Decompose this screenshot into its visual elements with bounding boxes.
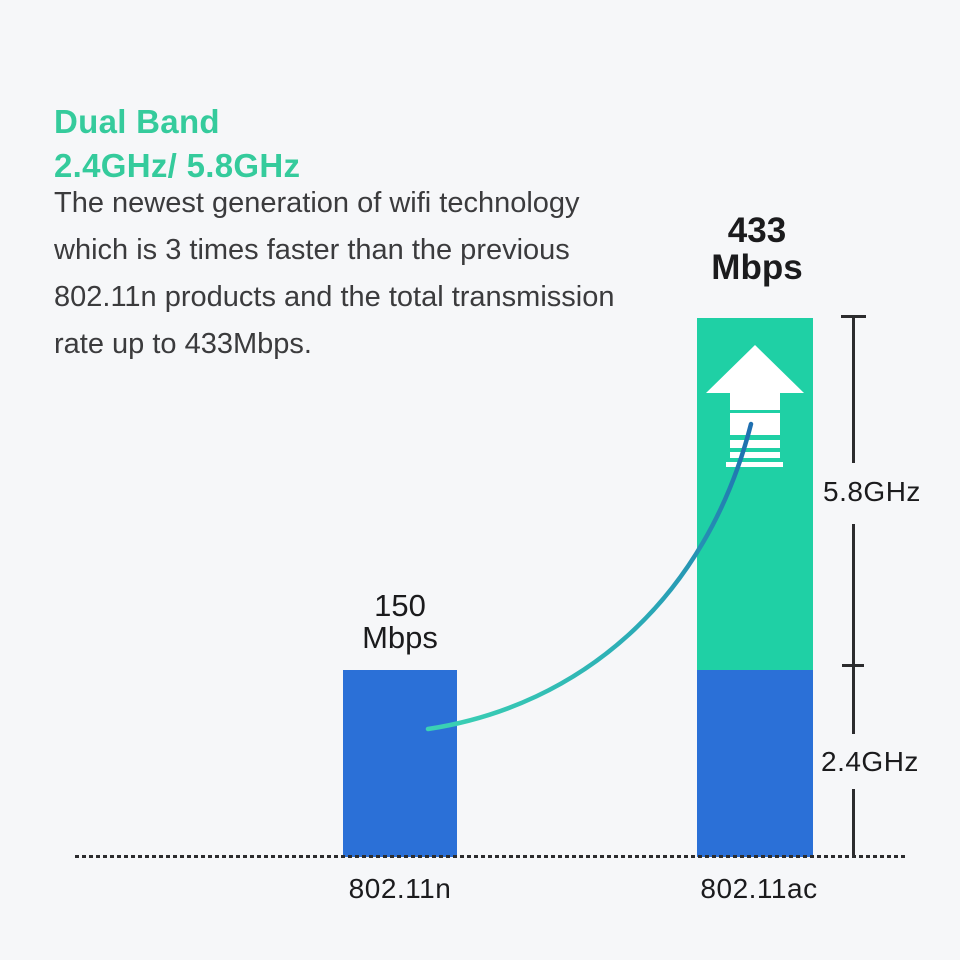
bar-80211n [343,670,457,857]
bar-80211ac-58ghz-segment [697,318,813,670]
value-433: 433 [727,211,787,250]
description-text: The newest generation of wifi technology… [54,187,615,360]
title-line-2: 2.4GHz/ 5.8GHz [54,147,301,184]
band-label-24ghz: 2.4GHz [821,746,919,777]
unit-mbps: Mbps [711,248,803,287]
value-150: 150 [374,588,426,623]
unit-mbps: Mbps [362,620,438,655]
bar-80211ac [697,318,813,857]
page-title: Dual Band 2.4GHz/ 5.8GHz [54,100,300,188]
bar-80211ac-24ghz-segment [697,670,813,857]
category-label-80211n: 802.11n [348,873,452,904]
category-label-80211ac: 802.11ac [700,873,818,904]
band-label-58ghz: 5.8GHz [823,476,921,507]
title-line-1: Dual Band [54,103,220,140]
bar-80211ac-value-label: 433 Mbps [711,212,802,286]
bar-80211n-value-label: 150 Mbps [362,590,438,654]
